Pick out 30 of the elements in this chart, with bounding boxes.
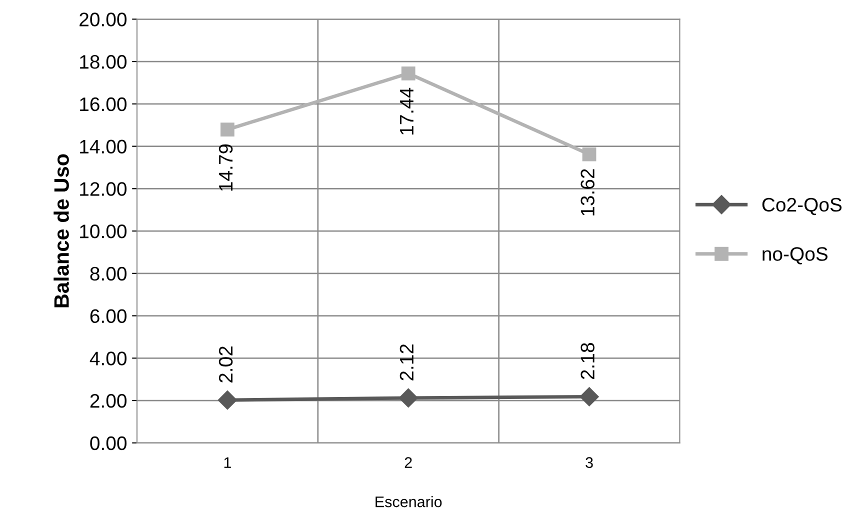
y-tick-label: 12.00 (80, 182, 127, 196)
y-tick-label: 20.00 (80, 12, 127, 26)
y-tick-label: 10.00 (80, 224, 127, 238)
x-tick-label: 3 (586, 457, 593, 468)
x-tick-label: 2 (404, 457, 412, 468)
data-label: 13.62 (580, 169, 594, 216)
y-tick-label: 8.00 (90, 266, 127, 281)
data-label: 17.44 (400, 88, 414, 134)
point (580, 387, 599, 406)
y-tick-label: 18.00 (80, 55, 127, 69)
x-axis-title: Escenario (376, 496, 442, 508)
y-axis-title: Balance de Uso (54, 154, 69, 308)
x-tick-label: 1 (224, 457, 231, 468)
y-tick-label: 14.00 (80, 140, 127, 154)
point (401, 66, 416, 80)
y-tick-label: 2.00 (90, 394, 127, 408)
point (218, 390, 237, 410)
y-tick-label: 16.00 (80, 97, 127, 112)
data-label: 2.12 (400, 344, 414, 380)
legend-label: no-QoS (762, 247, 828, 264)
legend-label: Co2-QoS (762, 198, 842, 216)
y-tick-label: 6.00 (90, 309, 127, 324)
data-label: 2.18 (580, 343, 594, 380)
y-tick-label: 4.00 (90, 352, 127, 366)
point (220, 122, 234, 136)
point (398, 388, 418, 408)
y-tick-label: 0.00 (90, 436, 127, 450)
data-label: 2.02 (218, 346, 233, 382)
point (582, 147, 596, 162)
data-label: 14.79 (218, 144, 233, 191)
